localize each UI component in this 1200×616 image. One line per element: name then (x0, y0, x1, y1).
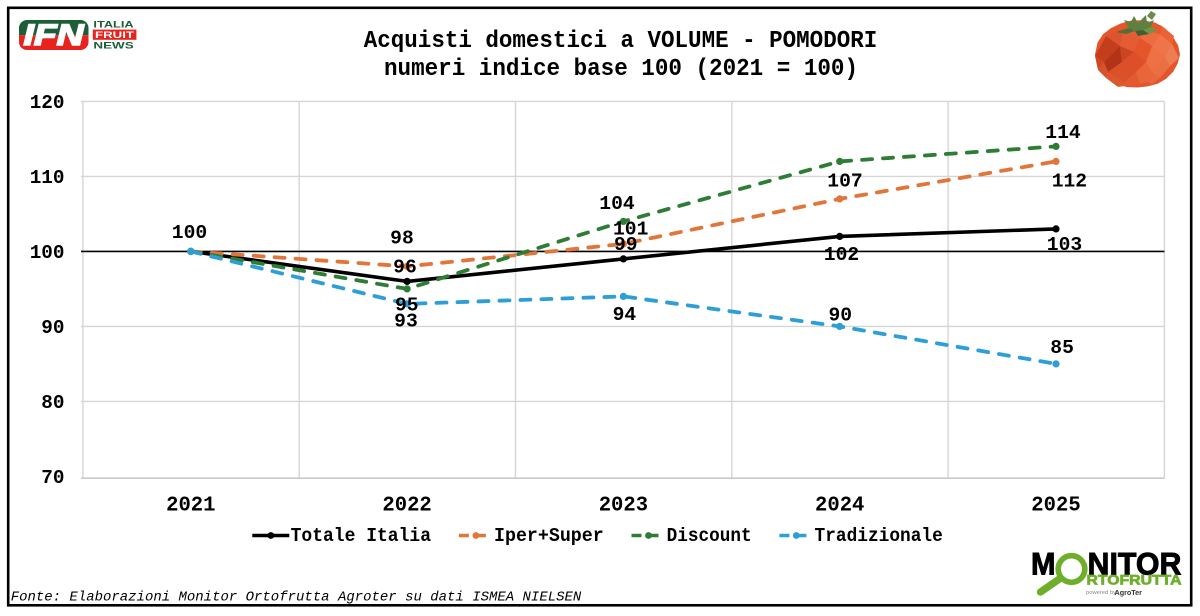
svg-text:Totale Italia: Totale Italia (291, 525, 432, 547)
svg-text:NEWS: NEWS (93, 41, 134, 52)
svg-text:110: 110 (30, 167, 65, 189)
svg-text:98: 98 (390, 228, 414, 250)
svg-text:99: 99 (614, 234, 638, 256)
svg-text:powered by: powered by (1086, 590, 1116, 596)
svg-text:numeri indice base 100 (2021 =: numeri indice base 100 (2021 = 100) (384, 56, 858, 83)
svg-text:RTOFRUTTA: RTOFRUTTA (1087, 572, 1182, 588)
svg-text:103: 103 (1047, 234, 1082, 256)
svg-text:85: 85 (1050, 337, 1074, 359)
svg-text:80: 80 (41, 392, 64, 414)
svg-text:90: 90 (829, 305, 853, 327)
svg-text:114: 114 (1045, 122, 1081, 144)
svg-text:70: 70 (41, 467, 64, 489)
svg-text:Discount: Discount (667, 525, 752, 547)
svg-text:95: 95 (395, 295, 419, 317)
svg-text:93: 93 (394, 311, 418, 333)
svg-text:96: 96 (393, 257, 417, 279)
svg-text:AgroTer: AgroTer (1115, 588, 1143, 597)
svg-text:ITALIA: ITALIA (93, 19, 133, 30)
svg-text:Iper+Super: Iper+Super (494, 525, 604, 547)
svg-text:FRUIT: FRUIT (95, 30, 134, 41)
svg-text:2024: 2024 (815, 495, 864, 518)
svg-text:M: M (1031, 546, 1056, 582)
svg-text:NITOR: NITOR (1088, 546, 1182, 582)
svg-text:120: 120 (30, 92, 65, 114)
svg-text:2023: 2023 (599, 495, 648, 518)
svg-text:100: 100 (30, 242, 65, 264)
svg-text:100: 100 (172, 222, 207, 244)
svg-text:102: 102 (824, 244, 859, 266)
svg-text:Tradizionale: Tradizionale (815, 525, 943, 547)
svg-text:104: 104 (599, 193, 635, 215)
svg-text:2025: 2025 (1031, 495, 1080, 518)
svg-text:90: 90 (41, 317, 64, 339)
svg-text:IFN: IFN (24, 19, 86, 52)
svg-text:Acquisti domestici a VOLUME -: Acquisti domestici a VOLUME - POMODORI (364, 28, 878, 55)
svg-text:107: 107 (827, 171, 862, 193)
svg-text:Fonte: Elaborazioni Monitor Or: Fonte: Elaborazioni Monitor Ortofrutta A… (11, 590, 582, 606)
svg-text:2022: 2022 (382, 495, 431, 518)
svg-text:101: 101 (613, 219, 648, 241)
svg-text:112: 112 (1052, 171, 1087, 193)
svg-text:94: 94 (613, 304, 637, 326)
svg-text:2021: 2021 (166, 495, 215, 518)
